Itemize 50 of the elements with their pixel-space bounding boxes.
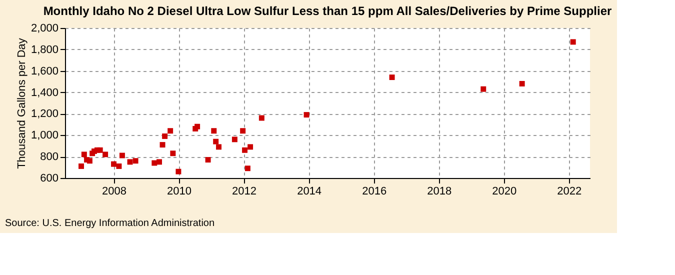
point [86, 158, 92, 164]
point [216, 144, 222, 150]
point [258, 115, 264, 121]
point [248, 144, 254, 150]
point [240, 128, 246, 134]
x-tick-label: 2014 [297, 186, 322, 198]
y-tick-label: 1,400 [30, 86, 58, 99]
x-tick-label: 2022 [557, 186, 582, 198]
point [389, 74, 395, 80]
y-tick-label: 600 [40, 172, 58, 184]
y-tick-label: 800 [40, 151, 58, 164]
point [78, 163, 84, 169]
point [519, 80, 525, 86]
point [211, 128, 217, 134]
x-tick-label: 2018 [427, 186, 452, 198]
point [127, 159, 133, 165]
point [570, 39, 576, 45]
x-tick-label: 2008 [102, 186, 127, 198]
point [170, 150, 176, 156]
x-tick-label: 2016 [362, 186, 387, 198]
chart-title: Monthly Idaho No 2 Diesel Ultra Low Sulfur Less than 15 ppm All Sales/Deliveries by Prime Supplier [43, 4, 612, 18]
y-tick-label: 1,800 [30, 44, 58, 56]
point [132, 158, 138, 164]
source-note: Source: U.S. Energy Information Administration [5, 218, 215, 229]
point [176, 168, 182, 174]
point [81, 152, 87, 158]
point [102, 152, 108, 158]
x-tick-label: 2020 [492, 186, 517, 198]
point [304, 112, 310, 118]
point [213, 138, 219, 144]
y-axis-title: Thousand Gallons per Day [16, 38, 28, 169]
x-tick-label: 2012 [232, 186, 257, 198]
point [244, 166, 250, 172]
point [162, 133, 168, 139]
y-tick-label: 2,000 [30, 22, 58, 34]
point [232, 136, 238, 142]
point [119, 152, 125, 158]
point [168, 128, 174, 134]
point [111, 161, 116, 167]
point [156, 159, 162, 165]
y-tick-label: 1,000 [30, 130, 58, 142]
point [205, 157, 211, 163]
point [242, 147, 248, 153]
point [97, 147, 103, 153]
y-tick-label: 1,200 [30, 108, 58, 120]
y-tick-label: 1,600 [30, 65, 58, 78]
point [160, 142, 166, 148]
point [480, 86, 486, 92]
point [116, 163, 122, 169]
x-tick-label: 2010 [167, 186, 192, 198]
